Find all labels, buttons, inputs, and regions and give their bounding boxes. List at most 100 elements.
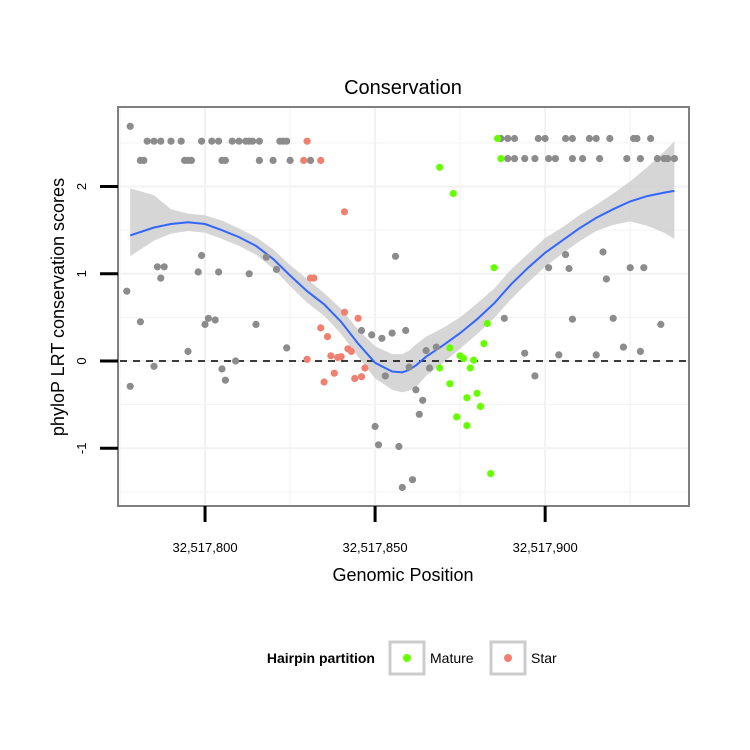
point-other	[208, 137, 216, 145]
y-tick-label: 2	[74, 183, 89, 190]
point-other	[432, 343, 440, 351]
point-other	[568, 155, 577, 163]
point-other	[215, 268, 223, 276]
point-other	[255, 137, 263, 145]
point-other	[562, 134, 570, 143]
point-other	[640, 264, 648, 272]
point-other	[388, 329, 396, 337]
point-star	[347, 347, 355, 355]
point-other	[143, 137, 151, 145]
point-mature	[459, 354, 468, 362]
point-mature	[483, 319, 491, 328]
point-other	[405, 363, 413, 371]
point-star	[303, 355, 311, 363]
legend-dot-star	[504, 654, 512, 662]
point-star	[317, 324, 325, 332]
point-other	[619, 343, 628, 351]
point-other	[136, 318, 144, 326]
point-other	[187, 156, 195, 164]
point-star	[323, 333, 332, 341]
point-other	[235, 137, 243, 145]
point-star	[340, 308, 349, 316]
point-other	[545, 155, 553, 163]
point-other	[531, 372, 539, 380]
point-other	[504, 155, 512, 163]
point-other	[415, 410, 423, 418]
point-other	[521, 349, 529, 357]
point-other	[269, 156, 277, 164]
point-other	[531, 155, 539, 163]
point-other	[221, 376, 229, 384]
legend-dot-mature	[403, 654, 411, 662]
point-mature	[473, 389, 481, 397]
point-other	[272, 265, 281, 273]
point-other	[579, 155, 587, 163]
point-other	[657, 320, 665, 328]
point-other	[211, 316, 219, 324]
point-other	[510, 134, 519, 143]
point-other	[609, 314, 617, 322]
point-other	[419, 396, 427, 404]
y-tick-label: 0	[74, 357, 89, 364]
x-axis-label: Genomic Position	[332, 565, 473, 585]
point-star	[351, 374, 359, 383]
point-mature	[480, 340, 488, 348]
point-other	[626, 264, 634, 272]
point-other	[381, 372, 389, 380]
point-mature	[466, 364, 474, 372]
point-star	[310, 274, 318, 282]
point-other	[551, 155, 560, 163]
point-other	[534, 134, 542, 143]
point-other	[391, 252, 400, 260]
point-other	[504, 134, 512, 143]
point-mature	[463, 422, 471, 430]
point-mature	[453, 413, 461, 421]
point-star	[354, 314, 362, 322]
points-layer	[123, 122, 679, 492]
point-other	[374, 441, 383, 449]
point-other	[201, 320, 209, 328]
point-other	[249, 137, 257, 145]
point-other	[123, 287, 131, 295]
legend-label-mature: Mature	[430, 650, 474, 666]
x-tick-label: 32,517,800	[172, 540, 237, 555]
point-other	[664, 155, 672, 163]
point-mature	[487, 470, 495, 478]
point-other	[232, 357, 240, 365]
point-other	[306, 156, 315, 164]
point-other	[602, 275, 611, 283]
point-mature	[470, 356, 478, 364]
point-other	[568, 315, 577, 323]
point-mature	[436, 163, 444, 171]
x-tick-label: 32,517,850	[343, 540, 408, 555]
point-other	[157, 274, 165, 282]
point-star	[361, 364, 369, 372]
point-other	[606, 134, 614, 143]
legend-title: Hairpin partition	[267, 650, 375, 666]
point-star	[303, 137, 311, 145]
point-mature	[463, 394, 471, 402]
point-other	[670, 155, 679, 163]
point-other	[368, 331, 376, 339]
point-star	[300, 156, 308, 164]
point-star	[317, 156, 325, 164]
point-other	[140, 156, 148, 164]
point-mature	[446, 344, 454, 352]
point-other	[286, 156, 294, 164]
point-other	[194, 268, 202, 276]
point-other	[198, 137, 206, 145]
point-other	[592, 351, 600, 359]
point-other	[283, 137, 291, 145]
point-other	[521, 155, 529, 163]
legend: Hairpin partition Mature Star	[267, 640, 557, 676]
legend-label-star: Star	[531, 650, 557, 666]
point-other	[541, 134, 549, 143]
point-mature	[490, 264, 498, 272]
point-other	[357, 326, 366, 335]
point-other	[398, 483, 406, 492]
point-other	[545, 264, 553, 272]
point-other	[568, 134, 577, 143]
point-star	[357, 373, 366, 381]
point-other	[636, 155, 645, 163]
